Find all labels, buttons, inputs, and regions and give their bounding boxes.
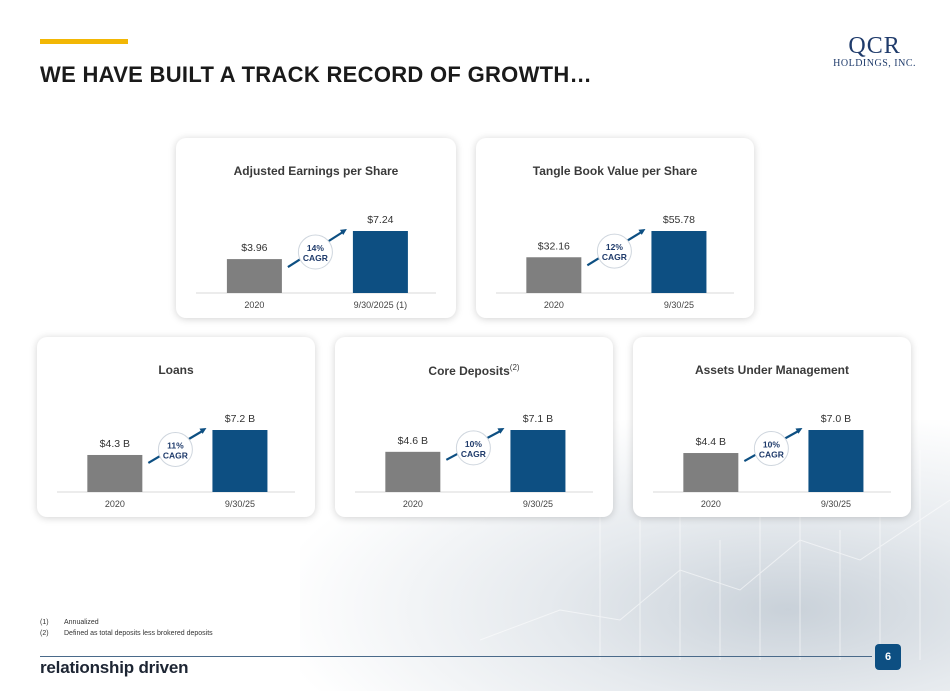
category-label: 2020 — [244, 300, 264, 310]
card-assets-under-management: Assets Under Management $4.4 B 2020 $7.0 B… — [633, 337, 911, 517]
bar — [526, 257, 582, 293]
data-label: $4.3 B — [100, 438, 130, 450]
card-core-deposits: Core Deposits(2) $4.6 B 2020 $7.1 B 9/30/25… — [335, 337, 613, 517]
category-label: 9/30/25 — [664, 300, 694, 310]
category-label: 9/30/25 — [225, 499, 255, 509]
data-label: $4.4 B — [696, 436, 726, 448]
card-title: Assets Under Management — [694, 363, 850, 377]
footnotes: (1) Annualized (2) Defined as total deposi… — [40, 617, 213, 639]
footnote-ref: (2) — [509, 363, 520, 372]
data-label: $7.0 B — [821, 413, 851, 425]
bar — [212, 430, 268, 492]
bar-chart: $3.96 2020 $7.24 9/30/2025 (1) 14%CAGR — [196, 214, 436, 310]
bar — [226, 259, 282, 293]
cagr-word: CAGR — [303, 253, 328, 263]
bar — [651, 231, 707, 293]
data-label: $7.1 B — [523, 413, 553, 425]
cagr-word: CAGR — [759, 450, 784, 460]
data-label: $4.6 B — [398, 435, 428, 447]
bar — [352, 231, 408, 293]
cagr-badge — [596, 233, 632, 269]
logo-subtitle: HOLDINGS, INC. — [833, 58, 916, 69]
cagr-percent: 10% — [465, 439, 482, 449]
page-number: 6 — [875, 644, 901, 670]
category-label: 9/30/25 — [821, 499, 851, 509]
footnote: (1) Annualized — [40, 619, 99, 626]
cagr-percent: 10% — [763, 440, 780, 450]
logo-wordmark: QCR — [848, 33, 901, 59]
data-label: $55.78 — [663, 214, 695, 226]
cagr-percent: 14% — [307, 243, 324, 253]
data-label: $32.16 — [538, 240, 570, 252]
cagr-percent: 11% — [167, 440, 184, 450]
bar — [87, 454, 143, 492]
category-label: 2020 — [403, 499, 423, 509]
card-title: Core Deposits(2) — [428, 363, 520, 378]
card-loans: Loans $4.3 B 2020 $7.2 B 9/30/25 11% CAGR — [37, 337, 315, 517]
category-label: 2020 — [544, 300, 564, 310]
category-label: 9/30/25 — [523, 499, 553, 509]
category-label: 9/30/2025 (1) — [354, 300, 408, 310]
cagr-badge — [455, 430, 491, 466]
cagr-word: CAGR — [163, 450, 188, 460]
category-label: 2020 — [701, 499, 721, 509]
bar-chart: $4.4 B 2020 $7.0 B 9/30/25 10%CAGR — [653, 413, 891, 509]
bar-chart: $32.16 2020 $55.78 9/30/25 12%CAGR — [496, 214, 734, 310]
cagr-word: CAGR — [602, 252, 627, 262]
data-label: $7.2 B — [225, 413, 255, 425]
cagr-word: CAGR — [461, 449, 486, 459]
title-accent-bar — [40, 39, 128, 44]
data-label: $7.24 — [367, 214, 393, 226]
bar-chart: $4.6 B 2020 $7.1 B 9/30/25 10%CAGR — [355, 413, 593, 509]
bar — [510, 430, 566, 492]
card-title: Adjusted Earnings per Share — [233, 164, 399, 178]
cagr-badge — [297, 234, 333, 270]
cagr-badge — [157, 431, 193, 467]
company-logo: QCR HOLDINGS, INC. — [833, 34, 916, 69]
card-title: Tangle Book Value per Share — [532, 164, 698, 178]
bar — [808, 430, 864, 492]
page-title: WE HAVE BUILT A TRACK RECORD OF GROWTH… — [40, 62, 592, 87]
cagr-badge — [753, 431, 789, 467]
data-label: $3.96 — [241, 242, 267, 254]
card-tangible-book-value: Tangle Book Value per Share $32.16 2020 $5… — [476, 138, 754, 318]
bar — [385, 451, 441, 492]
cagr-percent: 12% — [606, 242, 623, 252]
footnote: (2) Defined as total deposits less broker… — [40, 630, 213, 637]
card-title: Loans — [158, 363, 194, 377]
category-label: 2020 — [105, 499, 125, 509]
bar — [683, 453, 739, 492]
card-adjusted-eps: Adjusted Earnings per Share $3.96 2020 $7.… — [176, 138, 456, 318]
footer-divider — [40, 656, 872, 657]
footer-tagline: relationship driven — [40, 658, 189, 677]
bar-chart: $4.3 B 2020 $7.2 B 9/30/25 11%CAGR — [57, 413, 295, 509]
